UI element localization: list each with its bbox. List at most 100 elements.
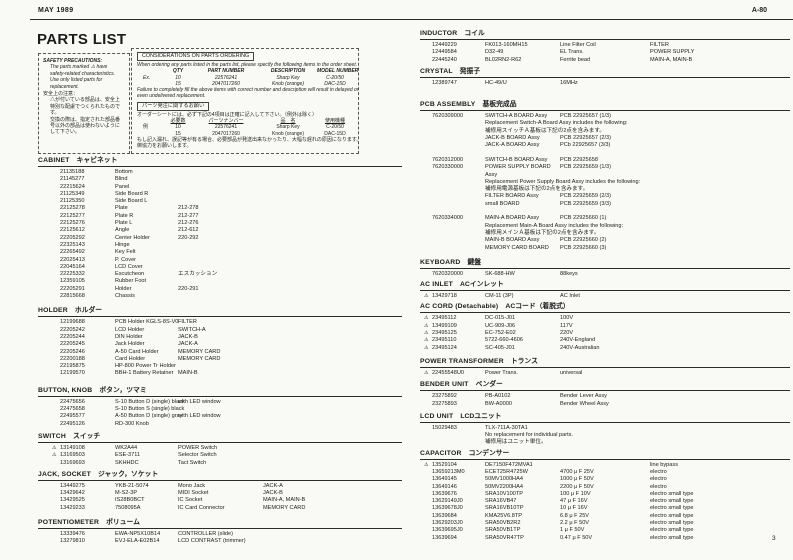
part-desc — [178, 198, 263, 205]
part-ref: 13279810 — [60, 538, 85, 545]
part-number: Key Felt — [115, 249, 136, 256]
section-title-jp: キャビネット — [76, 157, 118, 164]
part-model — [650, 223, 790, 230]
part-model — [263, 286, 402, 293]
part-number: EC-752-E02 — [485, 330, 516, 337]
part-ref: 22025413 — [60, 256, 85, 263]
part-desc — [178, 406, 263, 413]
part-desc: 4700 μ F 25V — [560, 468, 594, 475]
part-ref: 12389747 — [432, 79, 457, 86]
part-model — [650, 393, 790, 400]
part-model: POWER SUPPLY — [650, 49, 695, 56]
section-title-jp: LCDユニット — [460, 412, 502, 420]
section-rule — [420, 76, 790, 78]
part-number: Escutcheon — [115, 271, 145, 278]
safety-lines-jp: △が付いている部品は、安全上 特別な配慮でつくられたもので す。 交換の際は、指定され… — [43, 97, 126, 135]
part-ref — [420, 120, 485, 127]
part-desc: 220V — [560, 330, 574, 337]
parts-row: 13449275 YKB-21-5074 Mono Jack JACK-A — [38, 483, 402, 490]
section-rule — [38, 316, 402, 318]
parts-row: MEMORY CARD BOARD PCB 22925660 (3) — [420, 245, 790, 252]
part-number: Plate — [115, 205, 128, 212]
part-desc: 212-276 — [178, 220, 199, 227]
safety-lines-en: The parts marked ⚠ have safety-related ch… — [43, 64, 126, 90]
parts-row: 22045164 LCD Cover — [38, 264, 402, 271]
parts-row: 13429233 7508095A IC Card Connector MEMORY … — [38, 505, 402, 512]
section-title: BUTTON, KNOB — [38, 386, 93, 394]
parts-row: FILTER BOARD Assy PCB 22925659 (2/3) — [420, 193, 790, 200]
section-title-jp: ACコード（着脱式） — [505, 303, 570, 311]
part-ref: 13429642 — [60, 490, 85, 497]
parts-row: 7620309000 SWITCH-A BOARD Assy PCB 2292565… — [420, 113, 790, 120]
section-header: POTENTIOMETER ボリューム — [38, 519, 402, 527]
text-line: Use only listed parts for — [50, 77, 103, 84]
part-model — [263, 198, 402, 205]
part-model — [650, 201, 790, 208]
part-ref: 22445240 — [432, 56, 457, 63]
part-model — [650, 432, 790, 439]
part-ref — [420, 223, 485, 230]
parts-row: 22265492 Key Felt — [38, 249, 402, 256]
part-desc — [560, 128, 650, 135]
parts-row: Assy — [420, 172, 790, 179]
part-number: DE7150F472MVA1 — [485, 461, 533, 468]
part-desc — [178, 184, 263, 191]
part-model — [650, 186, 790, 193]
safety-warning-icon: ⚠ — [424, 344, 429, 351]
section-crystal: CRYSTAL 発振子 12389747 HC-49/U 16MHz — [420, 68, 790, 87]
parts-row: 22025413 P. Cover — [38, 257, 402, 264]
part-desc — [178, 257, 263, 264]
part-model — [263, 370, 402, 377]
part-number: 7508095A — [115, 504, 141, 511]
part-desc — [178, 191, 263, 198]
ordering-example-row: Ex. 10 22576241 Sharp Key C-20/50 — [137, 75, 353, 81]
safety-warning-icon: ⚠ — [424, 322, 429, 329]
page-title: PARTS LIST — [37, 31, 127, 48]
part-model — [263, 319, 402, 326]
part-ref — [420, 186, 485, 193]
parts-row: 22125277 Plate R 212-277 — [38, 213, 402, 220]
part-ref: 22475658 — [60, 406, 85, 413]
part-number: SRA50VB2R2 — [485, 520, 521, 527]
parts-row: Replacement Switch-A Board Assy includes… — [420, 120, 790, 127]
part-desc: PCB 22925660 (3) — [560, 244, 607, 251]
part-desc — [560, 425, 650, 432]
part-model: electro small type — [650, 534, 694, 541]
part-ref — [420, 439, 485, 446]
part-desc: PCB 22925657 (1/3) — [560, 113, 611, 120]
jp-part-number-header: パーツナンバー — [208, 118, 244, 125]
parts-row: 15029483 TLX-711A-30TA1 — [420, 425, 790, 432]
ordering-title: CONSIDERATIONS ON PARTS ORDERING — [137, 52, 255, 61]
section-button-knob: BUTTON, KNOB ボタン，ツマミ 22475656 S-10 Button D… — [38, 387, 402, 428]
part-ref: 7620320000 — [432, 270, 464, 277]
part-ref: ⚠ 13429718 — [424, 293, 457, 300]
part-desc: with LED window — [178, 398, 221, 405]
part-model: electro small type — [650, 498, 694, 505]
parts-row: ⚠ 22455548U0 Power Trans. universal — [420, 370, 790, 377]
section-rule — [38, 441, 402, 443]
parts-row: ⚠ 13169503 ESE-3711 Selector Switch — [38, 452, 402, 459]
part-desc: PCB 22925660 (1) — [560, 215, 607, 222]
parts-row: 22495577 A-50 Button D (single) gray with … — [38, 413, 402, 420]
part-ref: 15029483 — [432, 424, 457, 431]
part-ref: 12449584 — [432, 49, 457, 56]
section-header: BUTTON, KNOB ボタン，ツマミ — [38, 387, 402, 395]
parts-row: ⚠ 13529104 DE7150F472MVA1 line bypass — [420, 462, 790, 469]
part-number: PB-A0102 — [485, 393, 511, 400]
section-title-jp: ボリューム — [106, 518, 140, 526]
part-model — [263, 452, 402, 459]
part-model — [263, 176, 402, 183]
section-header: CABINET キャビネット — [38, 157, 402, 165]
part-model — [650, 120, 790, 127]
section-title: AC INLET — [420, 281, 453, 289]
parts-row: small BOARD PCB 22925659 (3/3) — [420, 201, 790, 208]
part-model — [263, 445, 402, 452]
part-desc: 212-612 — [178, 227, 199, 234]
safety-jp-heading: 安全上の注意： — [43, 91, 79, 98]
parts-row: 12359105 Rubber Foot — [38, 278, 402, 285]
part-number: JACK-B BOARD Assy — [485, 135, 540, 142]
part-desc — [560, 208, 650, 215]
section-title-jp: ACインレット — [459, 281, 504, 289]
part-desc: 212-278 — [178, 205, 199, 212]
